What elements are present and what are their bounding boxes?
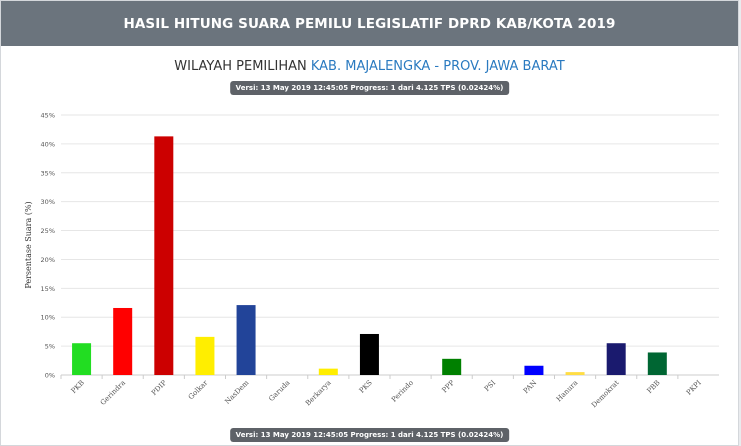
x-tick-label: PKS	[358, 379, 374, 395]
x-tick-label: Hanura	[555, 379, 580, 404]
panel-title: HASIL HITUNG SUARA PEMILU LEGISLATIF DPR…	[1, 1, 738, 46]
x-tick-label: PKPI	[685, 379, 703, 397]
bar-chart: 0% 5% 10% 15% 20% 25% 30% 35% 40% 45% PKB Gerindra…	[24, 112, 719, 410]
bar-golkar[interactable]	[195, 336, 215, 375]
y-tick-label: 25%	[41, 227, 55, 235]
bar-pks[interactable]	[359, 333, 379, 375]
y-tick-label: 35%	[41, 169, 55, 177]
x-tick-label: Garuda	[267, 379, 291, 403]
y-tick-label: 5%	[45, 343, 55, 351]
y-tick-label: 30%	[41, 198, 55, 206]
region-value[interactable]: KAB. MAJALENGKA - PROV. JAWA BARAT	[310, 59, 565, 74]
version-badge-top: Versi: 13 May 2019 12:45:05 Progress: 1 …	[229, 81, 510, 95]
x-tick-label: PKB	[70, 379, 86, 395]
region-title: WILAYAH PEMILIHAN KAB. MAJALENGKA - PROV…	[1, 59, 738, 74]
y-axis-label: Persentase Suara (%)	[24, 201, 33, 288]
x-tick-label: Gerindra	[99, 379, 127, 407]
bar-demokrat[interactable]	[606, 343, 626, 375]
bar-berkarya[interactable]	[318, 368, 338, 375]
bar-pan[interactable]	[524, 365, 544, 375]
bar-pkb[interactable]	[72, 343, 92, 375]
y-tick-label: 45%	[41, 112, 55, 120]
chart-bars	[72, 136, 667, 375]
x-tick-label: PSI	[483, 379, 497, 393]
x-tick-label: Golkar	[187, 378, 210, 401]
x-tick-label: PAN	[522, 379, 538, 395]
bar-pdip[interactable]	[154, 136, 174, 375]
x-tick-label: Perindo	[390, 379, 415, 404]
bar-nasdem[interactable]	[236, 305, 256, 375]
x-tick-label: PPP	[440, 379, 456, 395]
y-tick-label: 15%	[41, 285, 55, 293]
x-tick-label: Berkarya	[304, 379, 333, 408]
y-tick-label: 40%	[41, 140, 55, 148]
y-axis-ticks: 0% 5% 10% 15% 20% 25% 30% 35% 40% 45%	[41, 112, 55, 380]
x-tick-label: PBB	[645, 379, 661, 395]
x-tick-label: NasDem	[223, 379, 250, 406]
version-badge-bottom: Versi: 13 May 2019 12:45:05 Progress: 1 …	[229, 428, 510, 442]
x-axis-labels: PKB Gerindra PDIP Golkar NasDem Garuda Berkary…	[60, 375, 703, 410]
y-tick-label: 0%	[45, 372, 55, 380]
bar-pbb[interactable]	[647, 352, 667, 375]
region-label: WILAYAH PEMILIHAN	[174, 59, 307, 74]
bar-ppp[interactable]	[442, 358, 462, 375]
y-tick-label: 20%	[41, 256, 55, 264]
y-tick-label: 10%	[41, 314, 55, 322]
x-tick-label: Demokrat	[590, 379, 621, 410]
x-tick-label: PDIP	[150, 379, 168, 397]
bar-hanura[interactable]	[565, 372, 585, 375]
bar-gerindra[interactable]	[113, 307, 133, 375]
